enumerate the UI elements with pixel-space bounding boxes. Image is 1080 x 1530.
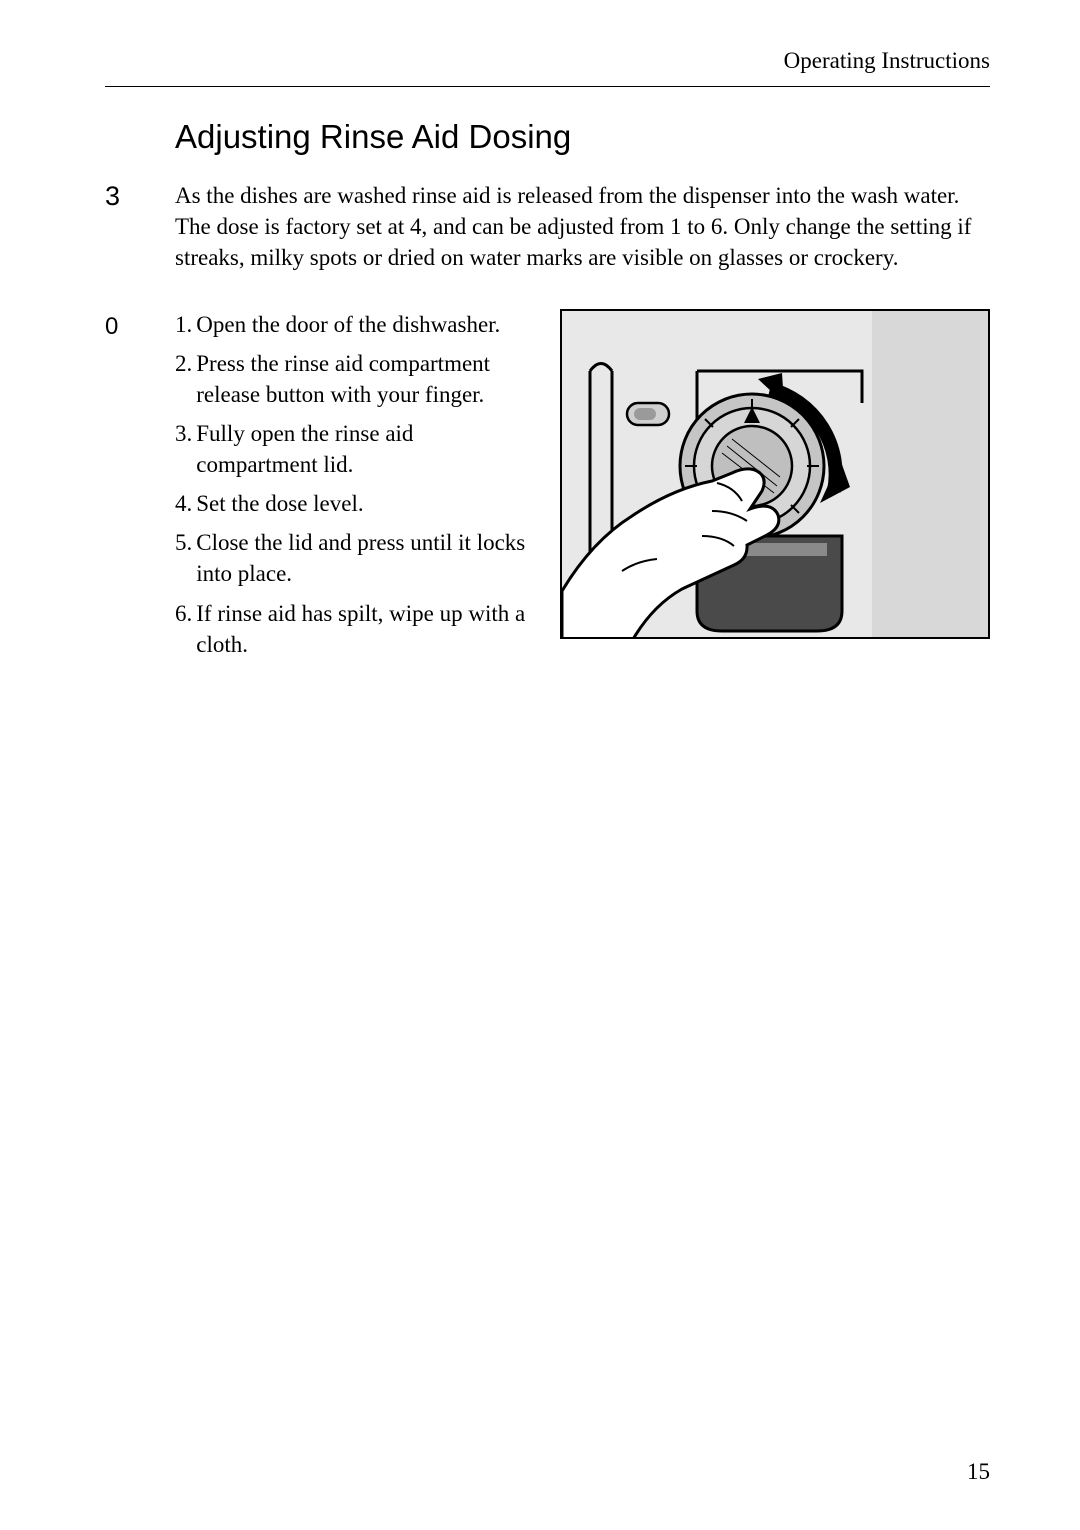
step-text: Press the rinse aid compartment release … xyxy=(196,348,529,410)
step-text: Set the dose level. xyxy=(196,488,363,519)
steps-block: 0 1. Open the door of the dishwasher. 2.… xyxy=(105,309,990,667)
step-text: Open the door of the dishwasher. xyxy=(196,309,500,340)
step-item: 3. Fully open the rinse aid compartment … xyxy=(175,418,529,480)
step-item: 5. Close the lid and press until it lock… xyxy=(175,527,529,589)
manual-page: Operating Instructions Adjusting Rinse A… xyxy=(0,0,1080,1530)
step-item: 1. Open the door of the dishwasher. xyxy=(175,309,529,340)
intro-text: As the dishes are washed rinse aid is re… xyxy=(175,180,990,273)
rinse-aid-dial-diagram xyxy=(560,309,990,639)
step-number: 6. xyxy=(175,598,196,660)
step-text: Fully open the rinse aid compartment lid… xyxy=(196,418,529,480)
header-section-label: Operating Instructions xyxy=(784,48,990,74)
step-number: 4. xyxy=(175,488,196,519)
page-content: Adjusting Rinse Aid Dosing 3 As the dish… xyxy=(105,118,990,668)
dial-svg-icon xyxy=(562,311,990,639)
steps-list: 1. Open the door of the dishwasher. 2. P… xyxy=(175,309,545,667)
step-item: 4. Set the dose level. xyxy=(175,488,529,519)
page-number: 15 xyxy=(967,1459,990,1485)
step-number: 3. xyxy=(175,418,196,480)
step-number: 1. xyxy=(175,309,196,340)
margin-marker-info: 3 xyxy=(105,180,175,212)
step-text: If rinse aid has spilt, wipe up with a c… xyxy=(196,598,529,660)
margin-marker-steps: 0 xyxy=(105,309,175,343)
step-item: 6. If rinse aid has spilt, wipe up with … xyxy=(175,598,529,660)
step-item: 2. Press the rinse aid compartment relea… xyxy=(175,348,529,410)
header-rule xyxy=(105,86,990,87)
step-number: 2. xyxy=(175,348,196,410)
page-title: Adjusting Rinse Aid Dosing xyxy=(175,118,990,156)
step-text: Close the lid and press until it locks i… xyxy=(196,527,529,589)
step-number: 5. xyxy=(175,527,196,589)
intro-block: 3 As the dishes are washed rinse aid is … xyxy=(105,180,990,273)
illustration-column xyxy=(545,309,990,639)
